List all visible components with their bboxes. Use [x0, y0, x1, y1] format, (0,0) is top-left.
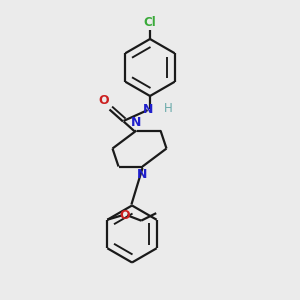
Text: O: O	[99, 94, 110, 107]
Text: N: N	[137, 168, 148, 181]
Text: N: N	[143, 103, 154, 116]
Text: O: O	[119, 209, 130, 222]
Text: Cl: Cl	[144, 16, 156, 28]
Text: N: N	[131, 116, 142, 129]
Text: H: H	[164, 101, 172, 115]
